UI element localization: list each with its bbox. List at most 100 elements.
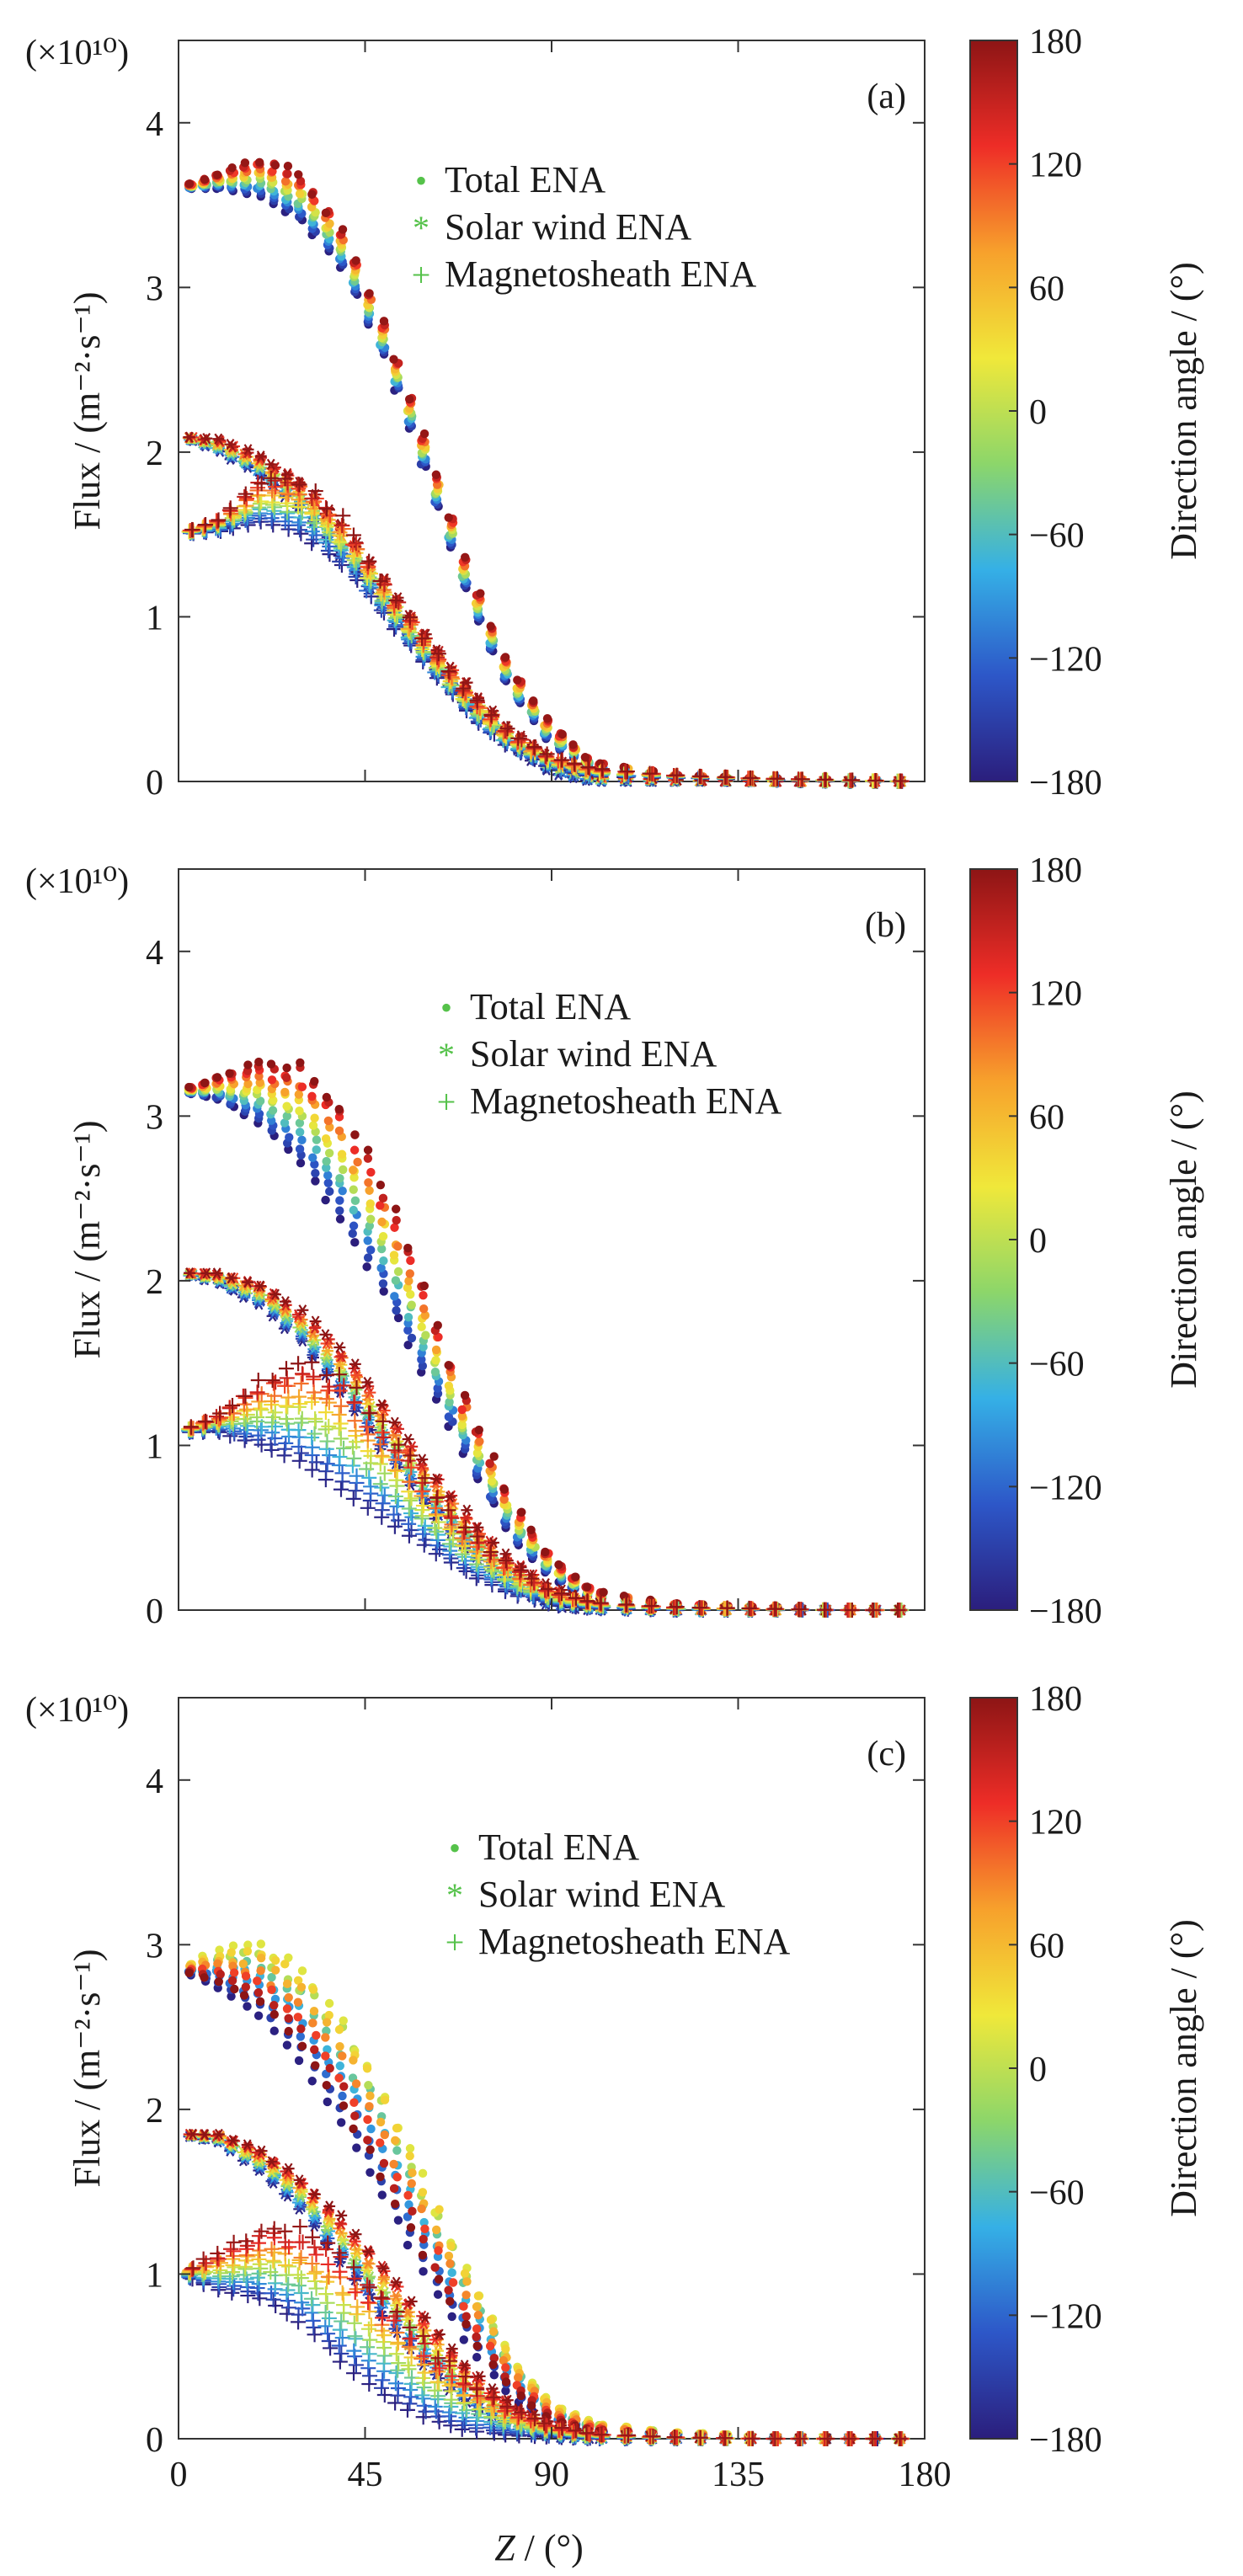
total-ena-point	[526, 2401, 536, 2410]
total-ena-point	[350, 1130, 360, 1139]
total-ena-point	[418, 2188, 428, 2197]
y-axis-label: Flux / (m⁻²·s⁻¹)	[67, 1120, 108, 1358]
total-ena-point	[308, 1153, 317, 1162]
total-ena-point	[214, 1977, 224, 1987]
y-axis-label: Flux / (m⁻²·s⁻¹)	[67, 291, 108, 530]
total-ena-point	[296, 1058, 305, 1068]
y-tick-label: 2	[146, 435, 163, 473]
total-ena-point	[485, 2341, 495, 2351]
total-ena-point	[390, 1223, 399, 1232]
total-ena-point	[541, 1547, 550, 1557]
total-ena-point	[351, 256, 360, 265]
total-ena-point	[379, 1256, 388, 1266]
total-ena-point	[225, 1069, 234, 1078]
total-ena-point	[309, 2006, 319, 2016]
legend-label-total: Total ENA	[445, 159, 605, 200]
total-ena-point	[460, 2269, 470, 2278]
total-ena-point	[391, 2136, 400, 2146]
total-ena-point	[335, 1206, 344, 1215]
total-ena-point	[349, 1185, 358, 1194]
total-ena-point	[339, 1165, 348, 1175]
total-ena-point	[501, 2344, 510, 2354]
total-ena-point	[229, 1968, 239, 1977]
total-ena-point	[321, 2051, 330, 2061]
total-ena-point	[392, 2123, 402, 2133]
total-ena-point	[408, 2206, 417, 2216]
total-ena-point	[500, 653, 510, 662]
total-ena-point	[390, 2199, 400, 2209]
total-ena-point	[334, 1126, 344, 1136]
total-ena-point	[296, 1982, 307, 1992]
total-ena-point	[285, 1133, 294, 1142]
total-ena-point	[431, 1356, 440, 1365]
total-ena-point	[307, 1091, 317, 1101]
total-ena-point	[297, 1135, 307, 1145]
total-ena-point	[243, 1946, 253, 1956]
total-ena-point	[282, 2040, 292, 2050]
total-ena-point	[489, 2371, 499, 2380]
total-ena-point	[557, 729, 567, 739]
total-ena-point	[293, 1997, 303, 2007]
total-ena-point	[501, 2363, 510, 2372]
total-ena-point	[431, 1345, 441, 1355]
total-ena-point	[363, 2115, 372, 2125]
plot-frame	[178, 1697, 926, 2440]
total-ena-point	[378, 1193, 388, 1203]
total-ena-point	[311, 1176, 320, 1186]
total-ena-point	[486, 2315, 496, 2325]
total-ena-point	[459, 2335, 468, 2344]
total-ena-point	[365, 1214, 376, 1224]
total-ena-point	[392, 1215, 401, 1225]
total-ena-point	[462, 2277, 472, 2286]
total-ena-point	[444, 513, 453, 522]
total-ena-point	[433, 2290, 443, 2299]
total-ena-point	[284, 1992, 293, 2003]
panel-label: (b)	[865, 906, 906, 945]
total-ena-point	[284, 2026, 293, 2036]
colorbar-tick-label: 60	[1029, 269, 1064, 308]
total-ena-point	[379, 1287, 388, 1296]
legend-label-total: Total ENA	[470, 986, 631, 1027]
total-ena-point	[323, 1116, 333, 1126]
total-ena-point	[335, 1214, 345, 1224]
total-ena-point	[349, 1145, 360, 1155]
total-ena-point	[418, 2168, 428, 2179]
total-ena-point	[473, 2291, 483, 2301]
total-ena-point	[499, 1485, 509, 1494]
total-ena-point	[200, 1078, 210, 1088]
legend-marker-solar: *	[413, 209, 429, 247]
total-ena-point	[312, 2030, 321, 2040]
total-ena-point	[444, 1361, 453, 1370]
legend-label-sheath: Magnetosheath ENA	[470, 1080, 782, 1122]
total-ena-point	[445, 2296, 455, 2307]
plot-frame	[178, 40, 926, 782]
y-tick-label: 0	[146, 764, 163, 803]
total-ena-point	[269, 2009, 280, 2019]
total-ena-point	[488, 2360, 498, 2370]
total-ena-point	[417, 1322, 426, 1331]
total-ena-point	[417, 2204, 426, 2214]
total-ena-point	[282, 1073, 291, 1082]
scale-label: (×10¹⁰)	[25, 862, 129, 901]
total-ena-point	[365, 1245, 376, 1255]
total-ena-point	[419, 1290, 428, 1300]
total-ena-point	[408, 2168, 417, 2178]
legend-marker-sheath: +	[437, 1083, 456, 1121]
plot-frame	[178, 868, 926, 1611]
total-ena-point	[339, 2016, 348, 2025]
legend-marker-total: •	[440, 989, 452, 1027]
total-ena-point	[213, 1959, 222, 1969]
total-ena-point	[348, 1229, 357, 1239]
total-ena-point	[393, 2216, 403, 2225]
total-ena-point	[419, 429, 429, 439]
total-ena-point	[352, 2143, 361, 2152]
total-ena-point	[431, 470, 441, 479]
total-ena-point	[297, 1966, 307, 1976]
total-ena-point	[516, 2391, 525, 2401]
total-ena-point	[267, 1985, 276, 1995]
colorbar-tick-label: 180	[1029, 23, 1082, 61]
total-ena-point	[365, 2145, 375, 2154]
total-ena-point	[419, 2267, 428, 2276]
total-ena-point	[580, 753, 590, 762]
